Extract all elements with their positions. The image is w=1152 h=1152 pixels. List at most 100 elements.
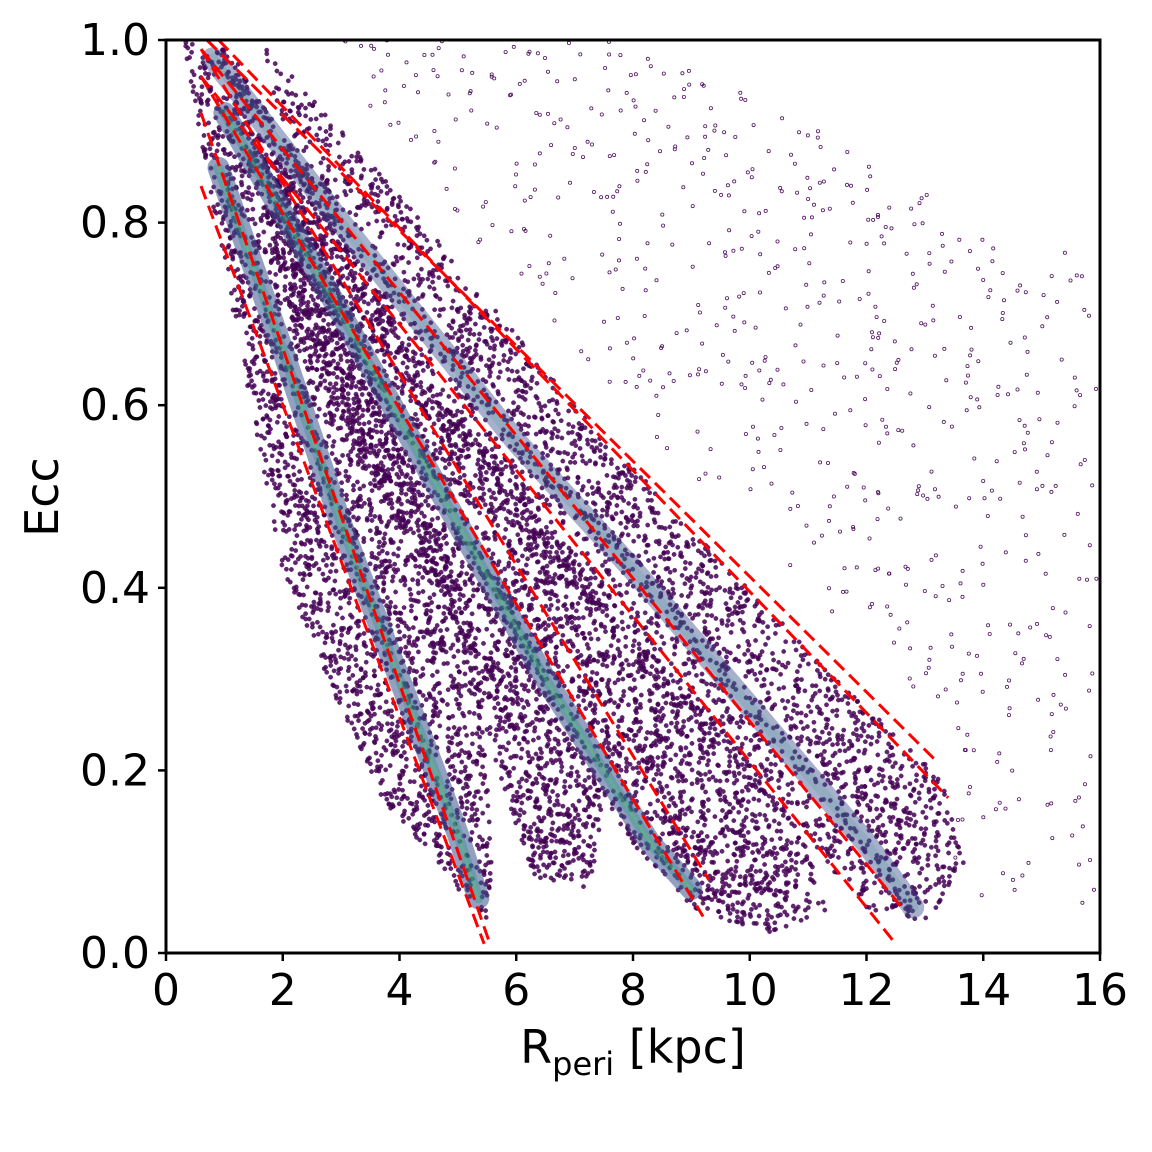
scatter-point (751, 902, 756, 907)
scatter-point (355, 461, 361, 467)
scatter-point (446, 726, 451, 732)
scatter-point (444, 627, 450, 632)
scatter-point (586, 775, 592, 780)
scatter-point (633, 789, 639, 795)
scatter-point (457, 475, 463, 480)
scatter-point (478, 680, 484, 685)
scatter-point (783, 923, 789, 929)
scatter-point (617, 650, 623, 655)
scatter-point (296, 510, 302, 516)
scatter-point (415, 649, 421, 655)
scatter-point (205, 97, 211, 103)
scatter-point (388, 805, 393, 811)
scatter-point (304, 537, 310, 543)
scatter-point (442, 866, 448, 872)
scatter-point (445, 687, 451, 693)
scatter-point (361, 483, 367, 489)
scatter-point (630, 662, 636, 667)
scatter-point (495, 701, 501, 706)
scatter-point (544, 865, 550, 870)
scatter-point (191, 84, 197, 89)
scatter-point (237, 312, 242, 318)
scatter-point (327, 399, 333, 405)
scatter-point (762, 813, 768, 818)
scatter-point (274, 230, 280, 236)
scatter-point (346, 664, 352, 670)
scatter-point (426, 809, 432, 815)
scatter-point (501, 535, 507, 541)
scatter-point (363, 659, 369, 665)
scatter-point (328, 674, 333, 680)
scatter-point (615, 724, 621, 729)
scatter-point (548, 850, 554, 856)
scatter-point (640, 785, 645, 791)
scatter-point (367, 727, 373, 732)
scatter-point (220, 134, 226, 139)
scatter-point (705, 762, 710, 768)
scatter-point (566, 741, 572, 747)
scatter-point (203, 152, 209, 158)
scatter-point (773, 926, 778, 932)
scatter-point (489, 633, 495, 638)
scatter-point (585, 794, 590, 800)
scatter-point (354, 479, 360, 485)
scatter-point (464, 805, 470, 811)
scatter-point (464, 733, 469, 738)
scatter-point (369, 488, 375, 493)
scatter-point (536, 806, 542, 812)
scatter-point (403, 650, 408, 656)
scatter-point (617, 751, 623, 756)
scatter-point (375, 692, 381, 698)
scatter-point (355, 683, 360, 689)
scatter-point (546, 737, 552, 743)
scatter-point (405, 796, 410, 801)
scatter-point (307, 572, 313, 577)
scatter-point (303, 490, 309, 496)
scatter-point (347, 644, 353, 650)
scatter-point (295, 343, 301, 348)
scatter-point (567, 784, 573, 790)
scatter-point (703, 849, 708, 855)
scatter-point (244, 330, 250, 336)
scatter-point (609, 806, 615, 812)
scatter-point (620, 666, 626, 672)
scatter-point (701, 837, 706, 843)
scatter-point (351, 487, 356, 493)
scatter-point (455, 742, 461, 747)
scatter-point (493, 733, 499, 738)
scatter-point (539, 774, 545, 780)
scatter-point (196, 121, 201, 127)
scatter-point (388, 538, 394, 544)
scatter-point (586, 645, 591, 651)
scatter-point (487, 487, 492, 493)
scatter-point (577, 577, 583, 582)
scatter-point (382, 454, 387, 460)
scatter-point (564, 620, 570, 626)
scatter-point (455, 732, 461, 738)
scatter-point (337, 696, 343, 701)
scatter-point (780, 813, 786, 818)
scatter-point (400, 360, 406, 366)
scatter-point (317, 601, 323, 607)
scatter-point (545, 783, 551, 788)
scatter-point (706, 730, 712, 736)
scatter-point (348, 301, 354, 306)
scatter-point (287, 326, 292, 332)
scatter-point (536, 815, 542, 820)
scatter-point (385, 522, 390, 528)
scatter-point (436, 852, 442, 858)
scatter-point (323, 563, 329, 568)
scatter-point (651, 777, 657, 782)
scatter-point (403, 562, 408, 568)
scatter-point (347, 462, 353, 468)
scatter-point (654, 717, 659, 723)
scatter-point (420, 589, 426, 594)
scatter-point (214, 148, 220, 154)
scatter-point (314, 619, 320, 625)
scatter-point (376, 544, 382, 550)
scatter-point (291, 455, 297, 461)
scatter-point (325, 600, 331, 606)
scatter-point (307, 357, 313, 363)
scatter-point (280, 510, 286, 515)
scatter-point (745, 895, 751, 901)
